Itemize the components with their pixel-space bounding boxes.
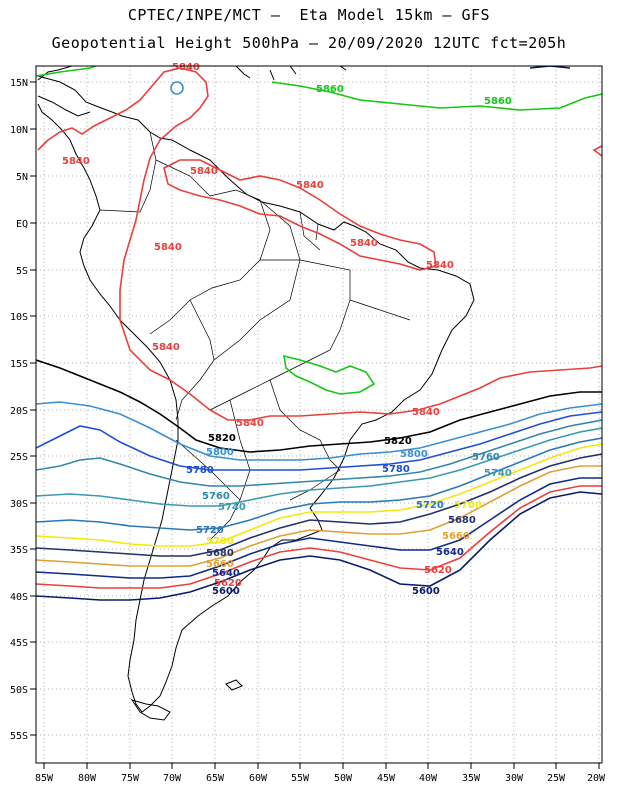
contour-label: 5840 bbox=[296, 180, 324, 191]
contour-label: 5820 bbox=[384, 436, 412, 447]
lon-label: 30W bbox=[505, 773, 524, 784]
lat-label: 40S bbox=[10, 592, 28, 603]
contour-label: 5700 bbox=[454, 500, 482, 511]
contour-5840-east-pacific bbox=[592, 145, 602, 157]
contour-label: 5640 bbox=[212, 568, 240, 579]
contour-label: 5800 bbox=[206, 447, 234, 458]
lon-label: 70W bbox=[163, 773, 182, 784]
contour-5800 bbox=[36, 401, 602, 461]
contour-label: 5840 bbox=[426, 260, 454, 271]
contour-5820 bbox=[36, 359, 602, 453]
contour-label: 5640 bbox=[436, 547, 464, 558]
lon-label: 65W bbox=[206, 773, 225, 784]
contour-label: 5860 bbox=[484, 96, 512, 107]
contour-label: 5760 bbox=[202, 491, 230, 502]
lat-label: 10S bbox=[10, 312, 28, 323]
lon-label: 75W bbox=[121, 773, 140, 784]
ticks bbox=[30, 81, 600, 769]
contour-label: 5660 bbox=[442, 531, 470, 542]
lon-label: 85W bbox=[35, 773, 54, 784]
lon-label: 80W bbox=[78, 773, 97, 784]
contour-label: 5760 bbox=[472, 452, 500, 463]
contour-5620 bbox=[36, 485, 602, 589]
contour-5760 bbox=[36, 419, 602, 487]
contour-label: 5720 bbox=[416, 500, 444, 511]
lat-label: 45S bbox=[10, 638, 28, 649]
lon-label: 20W bbox=[587, 773, 606, 784]
lat-label: 55S bbox=[10, 731, 28, 742]
contour-label: 5660 bbox=[206, 559, 234, 570]
contour-label: 5740 bbox=[484, 468, 512, 479]
contour-label: 5600 bbox=[212, 586, 240, 597]
lat-label: 35S bbox=[10, 545, 28, 556]
contour-label: 5680 bbox=[206, 548, 234, 559]
contour-5600 bbox=[36, 491, 602, 601]
contour-label: 5800 bbox=[400, 449, 428, 460]
contour-5840-closed bbox=[37, 67, 602, 421]
lat-label: 25S bbox=[10, 452, 28, 463]
title-line-2: Geopotential Height 500hPa – 20/09/2020 … bbox=[51, 34, 567, 52]
lat-label: 15S bbox=[10, 359, 28, 370]
lat-label: 50S bbox=[10, 685, 28, 696]
lat-label: 30S bbox=[10, 499, 28, 510]
lon-label: 35W bbox=[462, 773, 481, 784]
contour-label: 5720 bbox=[196, 525, 224, 536]
lon-label: 50W bbox=[334, 773, 353, 784]
contour-label: 5620 bbox=[424, 565, 452, 576]
caribbean-islands bbox=[235, 66, 347, 81]
contour-label: 5840 bbox=[172, 62, 200, 73]
contour-label: 5740 bbox=[218, 502, 246, 513]
contour-5700 bbox=[36, 443, 602, 547]
contour-5600-top bbox=[529, 66, 571, 69]
contour-5640 bbox=[36, 477, 602, 579]
lat-label: 20S bbox=[10, 406, 28, 417]
lon-label: 55W bbox=[291, 773, 310, 784]
contour-label: 5620 bbox=[214, 578, 242, 589]
contour-labels: 5860 5860 5840 5840 5840 5840 5840 5840 … bbox=[62, 62, 512, 597]
contour-5840-amazon bbox=[163, 159, 437, 271]
contour-5860-inland bbox=[283, 354, 376, 395]
contour-5680 bbox=[36, 453, 602, 557]
contours bbox=[36, 66, 602, 601]
contour-label: 5780 bbox=[186, 465, 214, 476]
contour-label: 5840 bbox=[412, 407, 440, 418]
contour-label: 5840 bbox=[152, 342, 180, 353]
lon-label: 60W bbox=[249, 773, 268, 784]
falklands bbox=[225, 679, 243, 691]
central-america-coastline bbox=[37, 66, 91, 117]
longitude-labels: 85W 80W 75W 70W 65W 60W 55W 50W 45W 40W … bbox=[35, 773, 606, 784]
contour-5720 bbox=[36, 437, 602, 531]
lon-label: 40W bbox=[419, 773, 438, 784]
contour-5660 bbox=[36, 465, 602, 567]
map-frame bbox=[35, 65, 603, 764]
contour-5860 bbox=[271, 81, 602, 111]
contour-label: 5840 bbox=[190, 166, 218, 177]
title-line-1: CPTEC/INPE/MCT – Eta Model 15km – GFS bbox=[127, 6, 491, 24]
contour-label: 5840 bbox=[154, 242, 182, 253]
lat-label: EQ bbox=[16, 219, 28, 230]
graticule bbox=[36, 66, 602, 763]
contour-5860-west bbox=[36, 66, 97, 77]
contour-label: 5840 bbox=[350, 238, 378, 249]
contour-5840-ring bbox=[170, 81, 184, 95]
lon-label: 45W bbox=[377, 773, 396, 784]
tierra-del-fuego bbox=[130, 699, 171, 721]
contour-label: 5700 bbox=[206, 536, 234, 547]
lon-label: 25W bbox=[547, 773, 566, 784]
lat-label: 5N bbox=[16, 172, 28, 183]
contour-label: 5820 bbox=[208, 433, 236, 444]
contour-label: 5860 bbox=[316, 84, 344, 95]
lat-label: 15N bbox=[10, 78, 28, 89]
contour-label: 5840 bbox=[236, 418, 264, 429]
latitude-labels: 15N 10N 5N EQ 5S 10S 15S 20S 25S 30S 35S… bbox=[10, 78, 28, 742]
contour-label: 5840 bbox=[62, 156, 90, 167]
lat-label: 10N bbox=[10, 125, 28, 136]
contour-5740 bbox=[36, 427, 602, 507]
contour-label: 5780 bbox=[382, 464, 410, 475]
contour-label: 5680 bbox=[448, 515, 476, 526]
contour-label: 5600 bbox=[412, 586, 440, 597]
contour-5780 bbox=[36, 411, 602, 471]
lat-label: 5S bbox=[16, 266, 28, 277]
